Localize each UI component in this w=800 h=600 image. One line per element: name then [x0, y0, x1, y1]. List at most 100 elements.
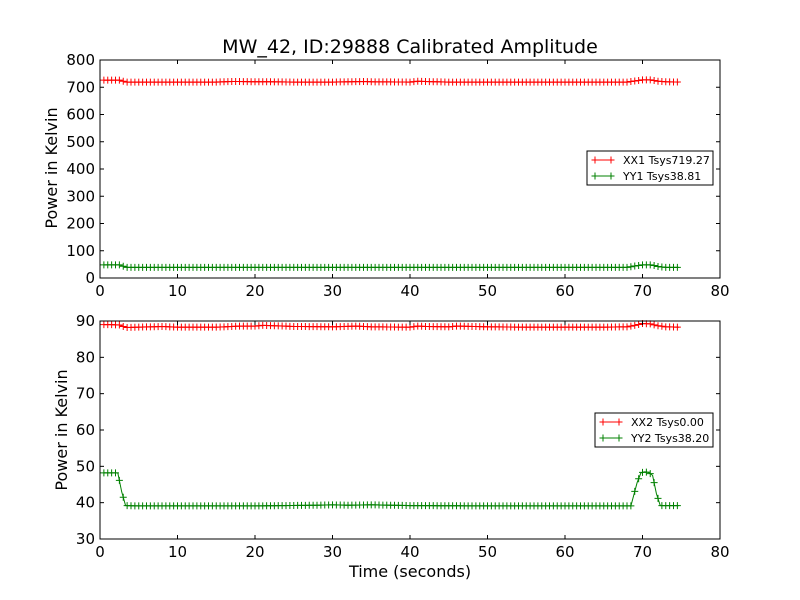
legend-marker: [607, 156, 615, 164]
bottom-y-tick-label: 90: [76, 312, 95, 330]
top-legend: XX1 Tsys719.27 YY1 Tsys38.81: [586, 150, 714, 186]
top-series-2-point: [119, 262, 127, 270]
top-series-2-point: [650, 261, 658, 269]
top-y-tick-label: 0: [85, 269, 95, 287]
top-y-tick-label: 300: [66, 187, 95, 205]
top-series-2-point: [673, 263, 681, 271]
bottom-y-tick-label: 30: [76, 530, 95, 548]
top-series-1-point: [650, 76, 658, 84]
top-x-tick-label: 10: [168, 282, 187, 300]
bottom-series-2-point: [119, 493, 127, 501]
bottom-panel: Power in Kelvin 0 10 20 30 40 50 60 70 80 30 40 50 6…: [52, 312, 730, 561]
bottom-series-2-point: [115, 476, 123, 484]
bottom-series-2-line: [103, 471, 679, 507]
bottom-y-tick-label: 50: [76, 457, 95, 475]
legend-marker: [599, 434, 607, 442]
bottom-series-1-point: [115, 321, 123, 329]
top-ylabel: Power in Kelvin: [42, 107, 61, 228]
bottom-x-tick-label: 0: [95, 543, 105, 561]
bottom-series-1-point: [623, 323, 631, 331]
bottom-series-1-point: [658, 322, 666, 330]
bottom-series-1-point: [650, 321, 658, 329]
top-series-1-point: [115, 76, 123, 84]
top-series-1-point: [673, 78, 681, 86]
top-y-tick-label: 800: [66, 51, 95, 69]
top-series-2-point: [623, 263, 631, 271]
bottom-series-1-point: [635, 320, 643, 328]
bottom-series-2-point: [654, 494, 662, 502]
top-x-tick-label: 50: [478, 282, 497, 300]
top-x-tick-label: 20: [245, 282, 264, 300]
top-series-1-point: [631, 77, 639, 85]
bottom-x-tick-label: 80: [710, 543, 729, 561]
bottom-series-2-point: [112, 469, 119, 477]
top-x-tick-label: 70: [633, 282, 652, 300]
bottom-x-tick-label: 40: [400, 543, 419, 561]
bottom-ylabel: Power in Kelvin: [52, 369, 71, 490]
top-series-2-point: [631, 262, 639, 270]
top-x-tick-label: 40: [400, 282, 419, 300]
top-y-tick-label: 200: [66, 215, 95, 233]
bottom-y-tick-label: 80: [76, 348, 95, 366]
top-x-tick-label: 0: [95, 282, 105, 300]
top-series-1-point: [627, 78, 635, 86]
bottom-series-2-point: [635, 475, 643, 483]
top-series-1-point: [646, 76, 654, 84]
legend-frame: [586, 150, 714, 186]
bottom-x-tick-label: 20: [245, 543, 264, 561]
bottom-x-tick-label: 30: [323, 543, 342, 561]
bottom-series-2-point: [631, 487, 639, 495]
bottom-x-tick-label: 70: [633, 543, 652, 561]
bottom-y-tick-label: 40: [76, 494, 95, 512]
legend-label: XX1 Tsys719.27: [623, 154, 710, 167]
bottom-series-2-point: [673, 502, 681, 510]
chart-title: MW_42, ID:29888 Calibrated Amplitude: [222, 36, 598, 58]
bottom-x-tick-label: 50: [478, 543, 497, 561]
legend-marker: [591, 156, 599, 164]
top-y-tick-label: 700: [66, 78, 95, 96]
top-panel: Power in Kelvin 0 10 20 30 40 50 60 70 800100200…: [42, 51, 730, 300]
top-series-1-point: [119, 77, 127, 85]
bottom-series-1-point: [627, 322, 635, 330]
top-y-tick-label: 400: [66, 160, 95, 178]
top-x-tick-label: 30: [323, 282, 342, 300]
legend-marker: [615, 434, 623, 442]
top-x-tick-label: 80: [710, 282, 729, 300]
bottom-series-2-point: [650, 479, 658, 487]
bottom-series-2-point: [627, 502, 635, 510]
top-series-2-point: [635, 261, 643, 269]
bottom-series-1-point: [646, 320, 654, 328]
bottom-series-1-point: [654, 322, 662, 330]
top-y-tick-label: 600: [66, 106, 95, 124]
top-y-tick-label: 100: [66, 242, 95, 260]
top-y-tick-label: 500: [66, 133, 95, 151]
legend-label: XX2 Tsys0.00: [631, 416, 704, 429]
legend-marker: [591, 172, 599, 180]
bottom-series-1-point: [631, 321, 639, 329]
bottom-series-2-point: [642, 468, 650, 476]
bottom-legend: XX2 Tsys0.00 YY2 Tsys38.20: [594, 412, 714, 448]
legend-frame: [594, 412, 714, 448]
legend-marker: [607, 172, 615, 180]
top-x-tick-label: 60: [555, 282, 574, 300]
x-axis-label: Time (seconds): [348, 562, 471, 581]
legend-marker: [615, 418, 623, 426]
top-series-1-point: [623, 78, 631, 86]
legend-marker: [599, 418, 607, 426]
legend-label: YY2 Tsys38.20: [630, 432, 709, 445]
bottom-series-1-markers: [100, 320, 681, 332]
bottom-y-tick-label: 70: [76, 385, 95, 403]
bottom-x-tick-label: 60: [555, 543, 574, 561]
bottom-y-tick-label: 60: [76, 421, 95, 439]
bottom-series-2-point: [646, 470, 654, 478]
top-series-2-markers: [100, 261, 681, 271]
bottom-series-1-point: [410, 323, 418, 331]
bottom-series-1-point: [673, 323, 681, 331]
bottom-series-2-markers: [100, 468, 681, 510]
top-series-2-point: [115, 261, 123, 269]
top-series-2-point: [646, 261, 654, 269]
bottom-series-1-point: [119, 322, 127, 330]
legend-label: YY1 Tsys38.81: [622, 170, 701, 183]
bottom-x-tick-label: 10: [168, 543, 187, 561]
